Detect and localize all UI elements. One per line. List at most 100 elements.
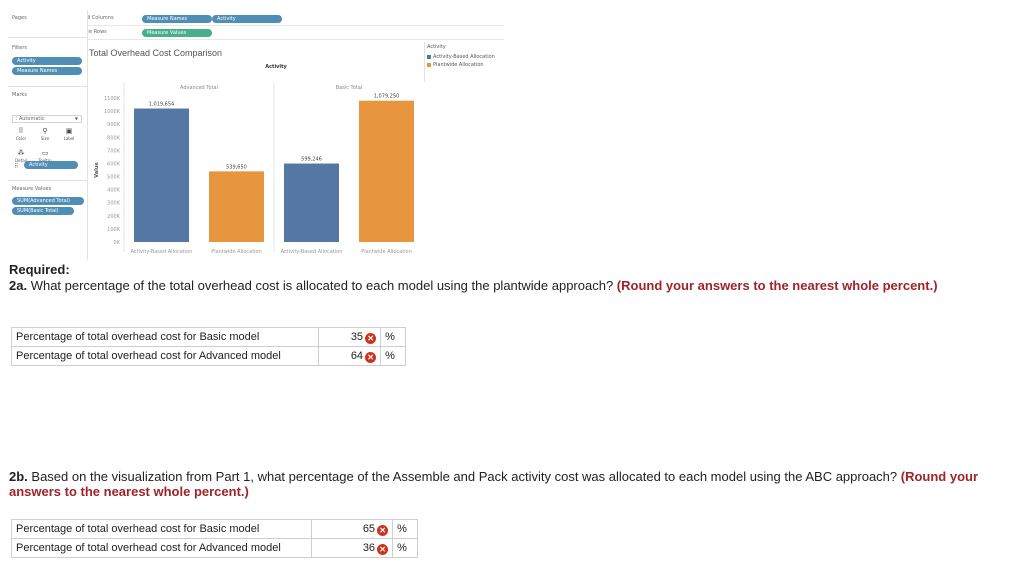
- legend-item-plantwide[interactable]: Plantwide Allocation: [427, 62, 484, 68]
- row-label: Percentage of total overhead cost for Ba…: [11, 519, 312, 539]
- y-tick-label: 700K: [107, 148, 121, 154]
- row-label: Percentage of total overhead cost for Ba…: [10, 327, 320, 347]
- question-2b-label: 2b.: [9, 469, 28, 484]
- y-tick-label: 1100K: [104, 96, 121, 102]
- y-tick-label: 300K: [107, 201, 121, 207]
- filter-pill-measure-names[interactable]: Measure Names: [12, 67, 82, 75]
- color-icon: ⠿: [18, 127, 24, 135]
- required-heading: Required:: [9, 262, 70, 277]
- chevron-down-icon: ▼: [74, 116, 78, 121]
- y-tick-label: 100K: [107, 227, 121, 233]
- answer-input[interactable]: 65 ✕: [310, 519, 394, 539]
- y-tick-label: 0K: [114, 240, 121, 246]
- columns-pill-measure-names[interactable]: Measure Names: [142, 15, 212, 23]
- measure-pill-advanced-total[interactable]: SUM(Advanced Total): [12, 197, 84, 205]
- mark-size-button[interactable]: ⚲ Size: [34, 127, 56, 145]
- x-tick-label: Plantwide Allocation: [361, 249, 412, 255]
- table-row: Percentage of total overhead cost for Ad…: [11, 538, 418, 558]
- filters-label: Filters: [12, 45, 27, 51]
- incorrect-icon: ✕: [377, 543, 389, 555]
- question-2b-text: Based on the visualization from Part 1, …: [27, 469, 901, 484]
- label-icon: ▣: [65, 127, 73, 135]
- color-field-icon: ⠿: [14, 163, 19, 170]
- y-axis-label: Value: [94, 162, 100, 178]
- question-2a-hint: (Round your answers to the nearest whole…: [616, 278, 938, 293]
- y-tick-label: 400K: [107, 188, 121, 194]
- unit-label: %: [380, 327, 406, 347]
- row-label: Percentage of total overhead cost for Ad…: [11, 538, 312, 558]
- mark-label-button[interactable]: ▣ Label: [58, 127, 80, 145]
- bar-chart: Total Overhead Cost Comparison Activity Ad…: [89, 48, 414, 255]
- table-row: Percentage of total overhead cost for Ad…: [10, 346, 406, 366]
- column-header: Activity: [265, 64, 287, 70]
- mark-color-button[interactable]: ⠿ Color: [10, 127, 32, 145]
- unit-label: %: [392, 538, 418, 558]
- columns-pill-activity[interactable]: Activity: [212, 15, 282, 23]
- answer-input[interactable]: 64 ✕: [318, 346, 382, 366]
- question-2a-label: 2a.: [9, 278, 28, 293]
- rows-icon: ≡: [88, 29, 94, 35]
- y-tick-label: 800K: [107, 135, 121, 141]
- incorrect-icon: ✕: [377, 524, 389, 536]
- bar: [134, 108, 189, 242]
- question-2a: 2a. What percentage of the total overhea…: [9, 278, 1009, 293]
- x-tick-label: Activity-Based Allocation: [281, 249, 343, 255]
- question-2b: 2b. Based on the visualization from Part…: [9, 469, 1009, 499]
- measure-pill-basic-total[interactable]: SUM(Basic Total): [12, 207, 74, 215]
- marks-type-dropdown[interactable]: ⫶ Automatic ▼: [12, 115, 82, 123]
- row-label: Percentage of total overhead cost for Ad…: [10, 346, 320, 366]
- bar: [209, 171, 264, 242]
- y-tick-label: 900K: [107, 122, 121, 128]
- marks-type-value: Automatic: [18, 116, 45, 122]
- measure-values-label: Measure Values: [12, 186, 52, 192]
- y-tick-label: 200K: [107, 214, 121, 220]
- x-tick-label: Activity-Based Allocation: [131, 249, 193, 255]
- answer-table-2a: Percentage of total overhead cost for Ba…: [10, 327, 406, 366]
- incorrect-icon: ✕: [365, 351, 377, 363]
- chart-title: Total Overhead Cost Comparison: [89, 48, 222, 58]
- legend-swatch: [427, 54, 431, 59]
- chart-icon: ⫶: [16, 116, 19, 122]
- answer-input[interactable]: 36 ✕: [310, 538, 394, 558]
- answer-table-2b: Percentage of total overhead cost for Ba…: [11, 519, 418, 558]
- legend-swatch: [427, 62, 431, 67]
- table-row: Percentage of total overhead cost for Ba…: [11, 519, 418, 539]
- detail-icon: ⁂: [17, 149, 25, 157]
- legend-title: Activity: [427, 44, 446, 50]
- pane-header: Basic Total: [336, 85, 363, 91]
- question-2b-hint: (Round your answers to the nearest whole…: [9, 469, 979, 499]
- y-tick-label: 1000K: [104, 109, 121, 115]
- marks-pill-activity[interactable]: Activity: [24, 161, 78, 169]
- y-tick-label: 500K: [107, 175, 121, 181]
- data-label: 539,650: [226, 164, 247, 170]
- mark-detail-button[interactable]: ⁂ Detail: [10, 149, 32, 167]
- filter-pill-activity[interactable]: Activity: [12, 57, 82, 65]
- pane-header: Advanced Total: [180, 85, 218, 91]
- x-tick-label: Plantwide Allocation: [211, 249, 262, 255]
- unit-label: %: [380, 346, 406, 366]
- y-tick-label: 600K: [107, 161, 121, 167]
- columns-shelf-label: ⦀ Columns: [88, 15, 114, 21]
- tableau-worksheet: Pages Filters Activity Measure Names Mar…: [8, 10, 504, 260]
- bar: [284, 163, 339, 242]
- pages-label: Pages: [12, 15, 27, 21]
- answer-input[interactable]: 35 ✕: [318, 327, 382, 347]
- data-label: 599,246: [301, 157, 322, 163]
- incorrect-icon: ✕: [365, 332, 377, 344]
- size-icon: ⚲: [42, 127, 48, 135]
- columns-icon: ⦀: [88, 15, 92, 21]
- legend-item-activity-based[interactable]: Activity-Based Allocation: [427, 54, 495, 60]
- color-legend: Activity Activity-Based Allocation Plant…: [424, 42, 504, 82]
- table-row: Percentage of total overhead cost for Ba…: [10, 327, 406, 347]
- data-label: 1,079,250: [374, 94, 399, 100]
- side-cards: Pages Filters Activity Measure Names Mar…: [8, 10, 88, 260]
- tooltip-icon: ▭: [41, 149, 49, 157]
- bar: [359, 100, 414, 242]
- unit-label: %: [392, 519, 418, 539]
- marks-label: Marks: [12, 92, 27, 98]
- chart-area: Total Overhead Cost Comparison Activity Ad…: [88, 42, 424, 260]
- question-2a-text: What percentage of the total overhead co…: [27, 278, 617, 293]
- rows-pill-measure-values[interactable]: Measure Values: [142, 29, 212, 37]
- rows-shelf-label: ≡ Rows: [88, 29, 107, 35]
- mark-tooltip-button[interactable]: ▭Tooltip: [34, 149, 56, 167]
